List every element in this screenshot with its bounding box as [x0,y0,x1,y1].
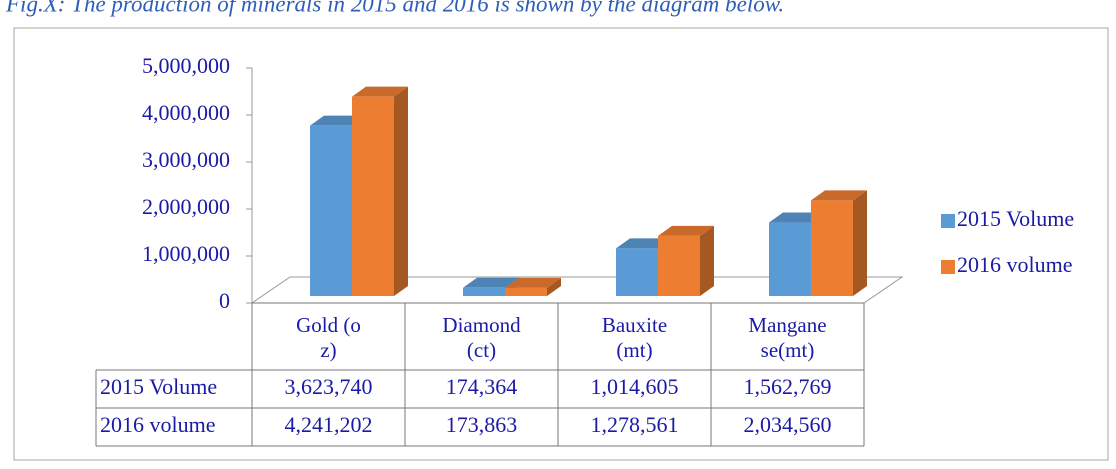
table-row-label: 2015 Volume [100,374,217,399]
table-value: 174,364 [446,374,518,399]
table-value: 2,034,560 [744,412,832,437]
bar [463,287,505,296]
category-label: Bauxite(mt) [601,313,668,362]
bar-side [547,277,561,296]
table-row-label: 2016 volume [100,412,216,437]
y-tick-label: 3,000,000 [142,147,230,172]
legend-label: 2016 volume [957,252,1073,277]
legend-label: 2015 Volume [957,206,1074,231]
category-label: Manganese(mt) [748,313,827,362]
category-label: Diamond(ct) [442,313,521,362]
legend-swatch [941,214,955,228]
bar-top [658,225,714,236]
table-value: 3,623,740 [285,374,373,399]
y-tick-label: 1,000,000 [142,241,230,266]
y-tick-label: 2,000,000 [142,194,230,219]
bar [352,96,394,296]
table-value: 1,014,605 [591,374,679,399]
table-value: 4,241,202 [285,412,373,437]
chart-border [13,27,1109,461]
table-value: 1,278,561 [591,412,679,437]
bar [658,235,700,296]
chart-title: Fig.X: The production of minerals in 201… [5,0,784,16]
table-value: 173,863 [446,412,518,437]
bar-top [811,190,867,201]
bar [769,222,811,296]
category-label: Gold (oz) [296,313,361,362]
bar-side [700,225,714,296]
bar-side [853,190,867,296]
table-value: 1,562,769 [744,374,832,399]
y-tick-label: 5,000,000 [142,53,230,78]
bar [616,248,658,296]
bar [811,200,853,296]
bar [310,125,352,296]
bar-top [463,277,519,288]
legend-swatch [941,260,955,274]
bar-top [505,277,561,288]
bar-side [394,86,408,296]
y-tick-label: 0 [219,288,230,313]
y-tick-label: 4,000,000 [142,100,230,125]
bar [505,287,547,296]
bar-top [352,86,408,97]
